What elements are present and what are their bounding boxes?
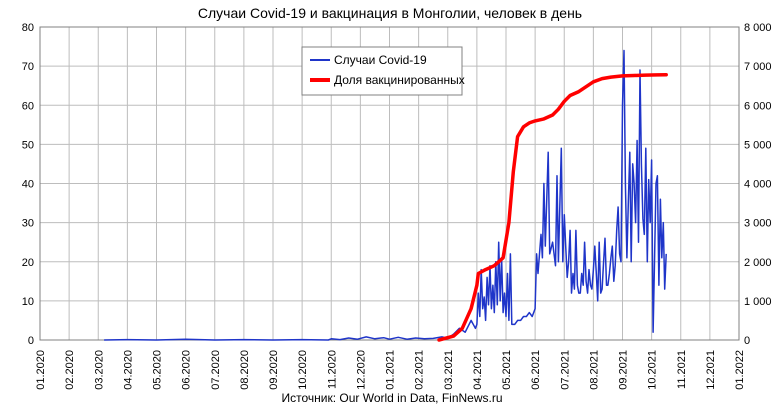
left-axis-tick-label: 10 <box>22 296 34 308</box>
x-axis-tick-label: 11.2020 <box>326 350 338 389</box>
x-axis-tick-label: 02.2021 <box>414 350 426 390</box>
x-axis-tick-label: 07.2021 <box>559 350 571 390</box>
left-axis-tick-label: 30 <box>22 218 34 230</box>
x-axis-tick-label: 11.2021 <box>676 350 688 389</box>
right-axis-tick-label: 2 000 <box>744 257 772 269</box>
x-axis-tick-label: 05.2020 <box>152 350 164 390</box>
x-axis-tick-label: 08.2020 <box>239 350 251 390</box>
x-axis: 01.2020 02.2020 03.2020 04.2020 05.2020 06.20… <box>35 350 746 390</box>
x-axis-tick-label: 01.2021 <box>385 350 397 390</box>
legend-label-vaccinated: Доля вакцинированных <box>334 73 465 87</box>
x-axis-tick-label: 04.2021 <box>472 350 484 390</box>
right-axis-tick-label: 6 000 <box>744 100 772 112</box>
left-axis-tick-label: 70 <box>22 61 34 73</box>
legend-box <box>301 46 463 96</box>
chart-title: Случаи Covid-19 и вакцинация в Монголии,… <box>198 5 582 21</box>
source-note: Источник: Our World in Data, FinNews.ru <box>281 391 502 405</box>
series-line-vaccinated <box>437 72 668 342</box>
x-axis-tick-label: 08.2021 <box>588 350 600 390</box>
right-axis-tick-label: 0 <box>744 335 750 347</box>
left-axis-tick-label: 80 <box>22 22 34 34</box>
right-axis: 0 1 000 2 000 3 000 4 000 5 000 6 000 7 000 8 00… <box>744 22 772 347</box>
x-axis-tick-label: 10.2021 <box>647 350 659 390</box>
x-axis-tick-label: 03.2021 <box>443 350 455 390</box>
x-axis-tick-label: 06.2021 <box>530 350 542 390</box>
legend-label-cases: Случаи Covid-19 <box>334 53 427 67</box>
x-axis-tick-label: 12.2020 <box>355 350 367 390</box>
x-axis-tick-label: 09.2020 <box>268 350 280 390</box>
x-axis-tick-label: 10.2020 <box>297 350 309 390</box>
left-axis-tick-label: 40 <box>22 179 34 191</box>
legend: Случаи Covid-19 Доля вакцинированных <box>301 46 465 96</box>
x-axis-tick-label: 09.2021 <box>618 350 630 390</box>
x-axis-tick-label: 01.2022 <box>734 350 746 390</box>
right-axis-tick-label: 4 000 <box>744 179 772 191</box>
x-axis-tick-label: 07.2020 <box>210 350 222 390</box>
right-axis-tick-label: 5 000 <box>744 139 772 151</box>
left-axis-tick-label: 60 <box>22 100 34 112</box>
series-layer <box>104 49 668 342</box>
plot-area-border <box>39 26 740 341</box>
x-axis-tick-label: 06.2020 <box>181 350 193 390</box>
x-axis-tick-label: 12.2021 <box>705 350 717 390</box>
left-axis-tick-label: 0 <box>28 335 34 347</box>
right-axis-tick-label: 1 000 <box>744 296 772 308</box>
right-axis-tick-label: 3 000 <box>744 218 772 230</box>
right-axis-tick-label: 7 000 <box>744 61 772 73</box>
left-axis: 0 10 20 30 40 50 60 70 80 <box>22 22 34 347</box>
x-axis-tick-label: 04.2020 <box>122 350 134 390</box>
left-axis-tick-label: 20 <box>22 257 34 269</box>
left-axis-tick-label: 50 <box>22 139 34 151</box>
right-axis-tick-label: 8 000 <box>744 22 772 34</box>
x-axis-tick-label: 03.2020 <box>93 350 105 390</box>
x-axis-tick-label: 02.2020 <box>64 350 76 390</box>
x-axis-tick-label: 01.2020 <box>35 350 47 390</box>
x-axis-tick-label: 05.2021 <box>501 350 513 390</box>
